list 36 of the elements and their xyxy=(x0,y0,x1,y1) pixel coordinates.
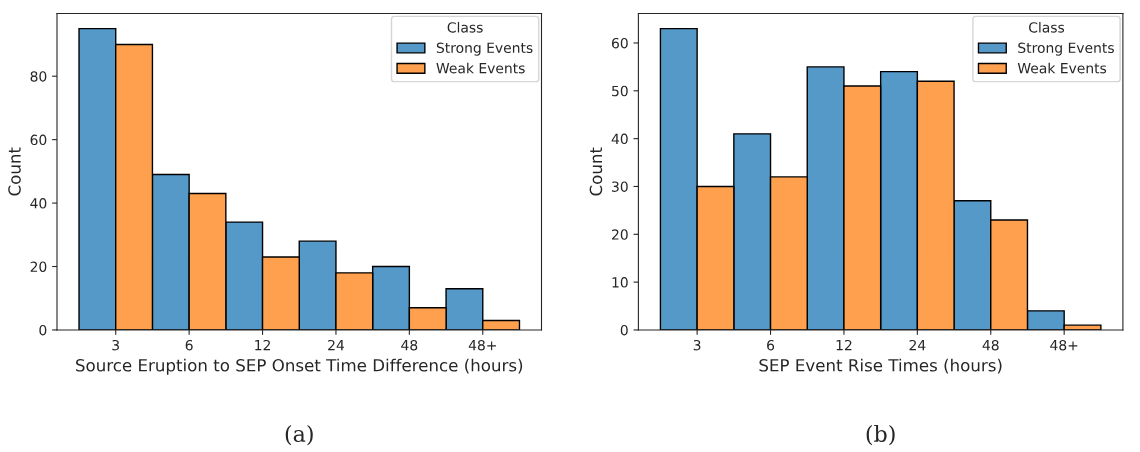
x-tick-label: 24 xyxy=(328,339,345,351)
legend-label: Weak Events xyxy=(436,62,525,74)
y-tick-label: 30 xyxy=(612,181,628,192)
x-axis-title: Source Eruption to SEP Onset Time Difference (hours) xyxy=(76,358,523,375)
y-tick-label: 20 xyxy=(612,229,628,240)
legend-label: Strong Events xyxy=(1018,42,1114,56)
y-tick-label: 40 xyxy=(611,133,628,145)
y-axis-title: Count xyxy=(8,147,21,196)
x-axis-title: SEP Event Rise Times (hours) xyxy=(759,358,1002,374)
x-tick-label: 3 xyxy=(112,339,120,351)
x-tick-label: 48 xyxy=(982,339,999,351)
x-tick-label: 24 xyxy=(909,339,926,351)
x-tick-label: 6 xyxy=(767,339,775,351)
y-axis-title: Count xyxy=(589,147,603,196)
x-tick-label: 48 xyxy=(401,339,418,351)
y-tick-label: 60 xyxy=(611,37,628,49)
y-tick-label: 10 xyxy=(612,277,628,288)
x-tick-label: 48+ xyxy=(1050,339,1078,351)
legend-title: Class xyxy=(447,21,483,33)
x-tick-label: 12 xyxy=(836,339,852,351)
x-tick-label: 12 xyxy=(255,339,270,351)
text: (a) xyxy=(285,424,313,446)
y-tick-label: 40 xyxy=(30,198,47,209)
y-tick-label: 80 xyxy=(30,71,47,82)
y-tick-label: 50 xyxy=(612,85,628,97)
legend-title: Class xyxy=(1029,21,1065,33)
y-tick-label: 60 xyxy=(30,134,47,146)
y-tick-label: 0 xyxy=(620,324,628,336)
y-tick-label: 20 xyxy=(30,261,47,272)
legend-label: Strong Events xyxy=(436,42,533,56)
y-tick-label: 0 xyxy=(39,324,47,336)
x-tick-label: 6 xyxy=(185,339,193,351)
x-tick-label: 48+ xyxy=(468,339,496,351)
legend-label: Weak Events xyxy=(1017,62,1107,74)
x-tick-label: 3 xyxy=(693,339,701,351)
text: (b) xyxy=(866,424,895,446)
